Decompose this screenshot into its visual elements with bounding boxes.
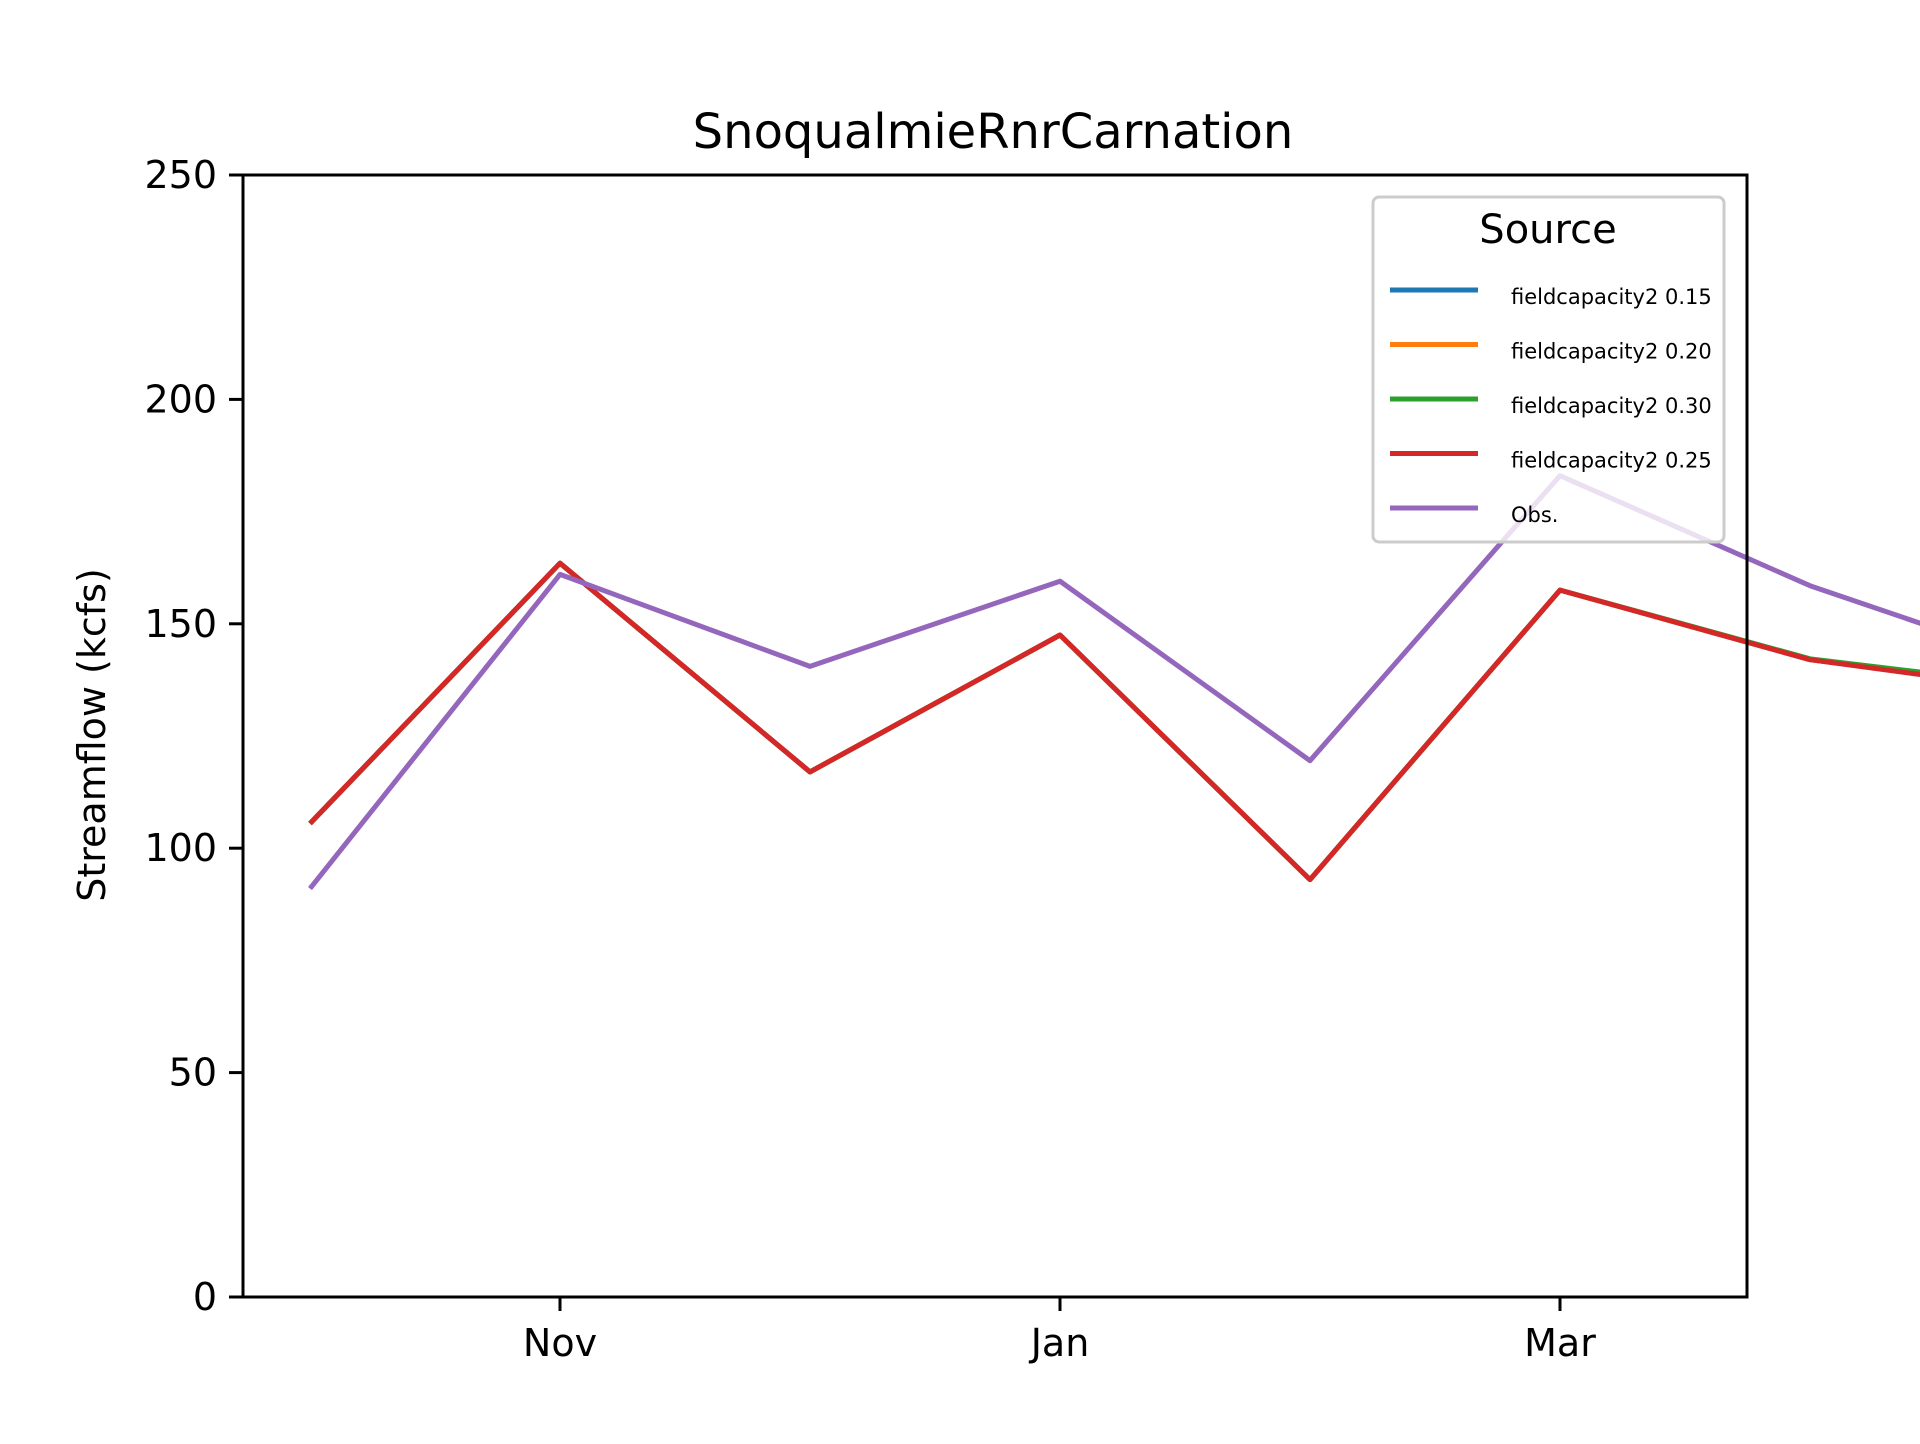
legend-label-4: Obs. [1511,503,1558,527]
y-axis-ticks: 0 50 100 150 200 250 [144,153,243,1319]
legend-label-0: fieldcapacity2 0.15 [1511,285,1712,309]
y-tick-label: 100 [144,826,217,870]
series-line-3 [308,560,1920,883]
legend-label-3: fieldcapacity2 0.25 [1511,449,1712,473]
y-tick-label: 50 [169,1051,217,1095]
legend-title: Source [1479,207,1616,253]
legend-label-2: fieldcapacity2 0.30 [1511,394,1712,418]
y-axis-label: Streamflow (kcfs) [70,568,114,902]
x-tick-label: Mar [1524,1321,1596,1365]
axes-frame [241,173,1749,1299]
legend-label-1: fieldcapacity2 0.20 [1511,340,1712,364]
x-axis-ticks: NovJanMarMayJulSep [523,1297,1596,1365]
legend: Source fieldcapacity2 0.15fieldcapacity2… [1371,195,1726,544]
legend-items: fieldcapacity2 0.15 fieldcapacity2 0.20 fi… [1390,285,1712,527]
x-tick-label: Jan [1029,1321,1090,1365]
y-tick-label: 250 [144,153,217,197]
plot-area-border [241,173,1749,1299]
chart-title: SnoqualmieRnrCarnation [693,104,1294,160]
y-tick-label: 200 [144,377,217,421]
x-tick-label: Nov [523,1321,597,1365]
y-tick-label: 0 [193,1275,217,1319]
y-tick-label: 150 [144,602,217,646]
